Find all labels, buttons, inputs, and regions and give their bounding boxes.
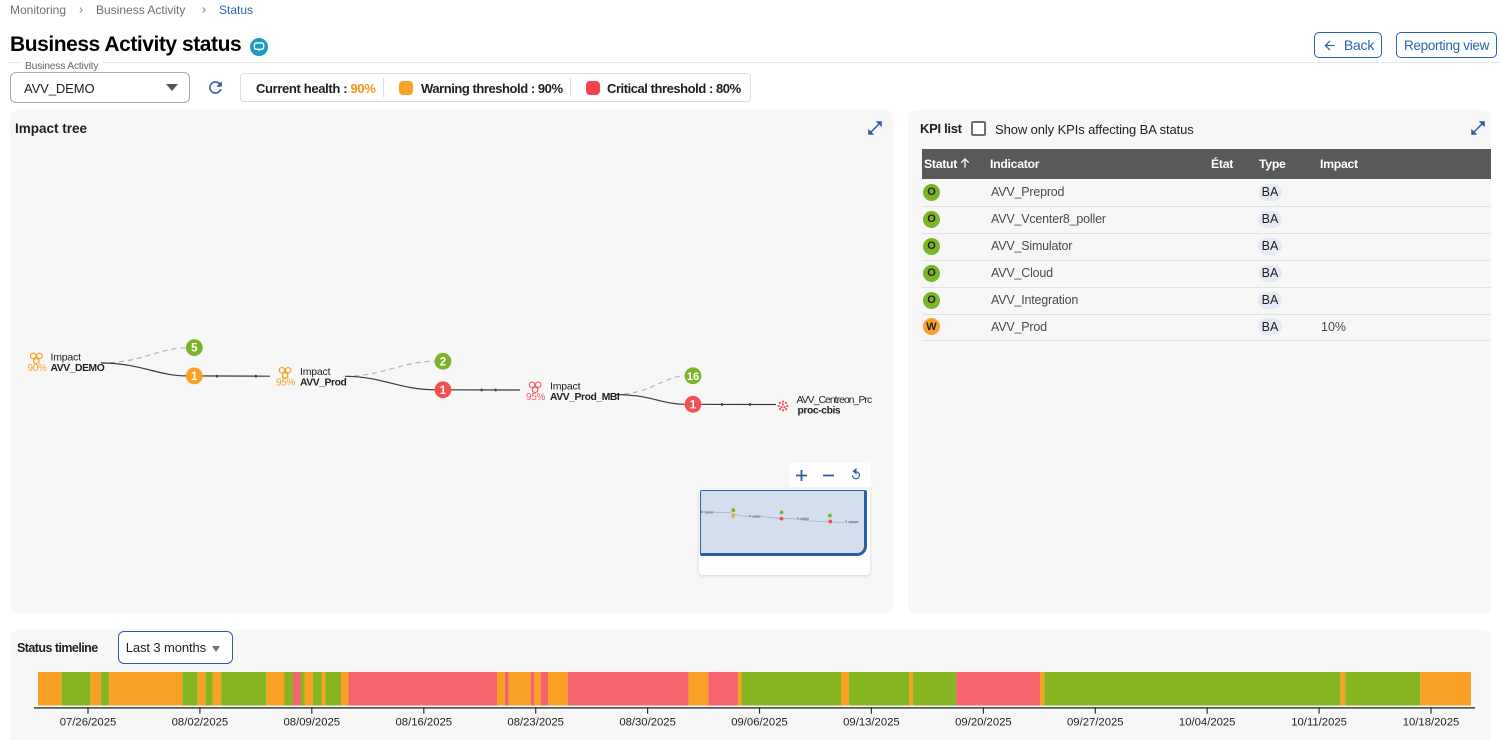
svg-text:08/30/2025: 08/30/2025 — [619, 717, 676, 729]
svg-text:09/13/2025: 09/13/2025 — [843, 717, 900, 729]
svg-text:AVV_DEMO: AVV_DEMO — [51, 363, 105, 374]
svg-text:Impact: Impact — [51, 352, 82, 364]
svg-text:90%: 90% — [28, 363, 48, 374]
svg-text:5: 5 — [191, 343, 198, 355]
svg-text:Impact: Impact — [300, 366, 331, 378]
svg-text:08/09/2025: 08/09/2025 — [284, 717, 341, 729]
svg-text:Impact: Impact — [550, 380, 581, 392]
svg-text:2: 2 — [440, 356, 446, 368]
svg-text:09/27/2025: 09/27/2025 — [1067, 717, 1124, 729]
svg-text:08/02/2025: 08/02/2025 — [172, 717, 229, 729]
svg-text:07/26/2025: 07/26/2025 — [60, 717, 117, 729]
svg-text:10/18/2025: 10/18/2025 — [1403, 717, 1460, 729]
svg-text:1: 1 — [191, 371, 198, 383]
svg-text:09/06/2025: 09/06/2025 — [731, 717, 788, 729]
svg-text:AVV_Prod_MBI: AVV_Prod_MBI — [550, 392, 620, 403]
svg-text:09/20/2025: 09/20/2025 — [955, 717, 1012, 729]
svg-text:1: 1 — [440, 385, 447, 397]
svg-text:AVV_Centreon_Prc: AVV_Centreon_Prc — [797, 395, 872, 406]
svg-text:proc-cbis: proc-cbis — [798, 406, 841, 417]
svg-text:95%: 95% — [276, 377, 296, 388]
svg-text:95%: 95% — [526, 392, 546, 403]
svg-text:1: 1 — [690, 399, 697, 411]
svg-text:AVV_Prod: AVV_Prod — [300, 377, 346, 388]
svg-text:16: 16 — [687, 371, 699, 383]
svg-text:10/11/2025: 10/11/2025 — [1291, 717, 1347, 729]
svg-text:08/23/2025: 08/23/2025 — [507, 717, 564, 729]
svg-text:08/16/2025: 08/16/2025 — [396, 717, 453, 729]
svg-text:10/04/2025: 10/04/2025 — [1179, 717, 1236, 729]
